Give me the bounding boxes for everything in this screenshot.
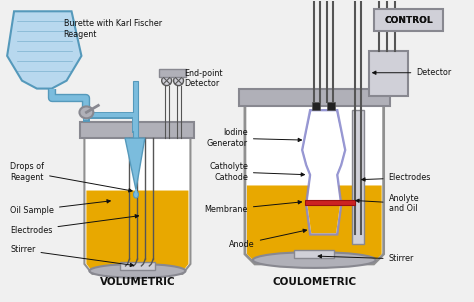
- Bar: [374, 9, 443, 31]
- Bar: [133, 81, 138, 138]
- Bar: [305, 200, 355, 204]
- Text: Detector: Detector: [373, 68, 452, 77]
- Bar: [312, 102, 320, 110]
- Text: CONTROL: CONTROL: [384, 16, 433, 25]
- Bar: [159, 69, 186, 77]
- Ellipse shape: [173, 76, 183, 85]
- Text: Electrodes: Electrodes: [362, 173, 431, 182]
- Polygon shape: [307, 204, 340, 233]
- Ellipse shape: [162, 76, 172, 85]
- Text: Iodine
Generator: Iodine Generator: [207, 128, 301, 148]
- Text: Oil Sample: Oil Sample: [10, 200, 110, 215]
- Text: COULOMETRIC: COULOMETRIC: [272, 277, 356, 287]
- Text: Drops of
Reagent: Drops of Reagent: [10, 162, 132, 192]
- Text: Stirrer: Stirrer: [10, 246, 134, 267]
- Polygon shape: [84, 130, 191, 274]
- Bar: [369, 51, 409, 95]
- Bar: [294, 250, 334, 258]
- Ellipse shape: [253, 252, 376, 268]
- Polygon shape: [303, 111, 344, 233]
- Text: Catholyte
Cathode: Catholyte Cathode: [209, 162, 304, 182]
- Polygon shape: [247, 185, 382, 263]
- Polygon shape: [245, 101, 383, 264]
- Text: Membrane: Membrane: [204, 201, 301, 214]
- Bar: [239, 88, 390, 106]
- Text: Anode: Anode: [229, 229, 307, 249]
- Ellipse shape: [80, 106, 93, 118]
- Ellipse shape: [134, 191, 138, 198]
- Polygon shape: [86, 191, 189, 273]
- Polygon shape: [7, 11, 82, 88]
- Polygon shape: [302, 110, 345, 234]
- Text: VOLUMETRIC: VOLUMETRIC: [100, 277, 175, 287]
- Text: Electrodes: Electrodes: [10, 215, 138, 235]
- Ellipse shape: [90, 264, 185, 278]
- Bar: [81, 122, 194, 138]
- Text: Burette with Karl Fischer
Reagent: Burette with Karl Fischer Reagent: [64, 19, 162, 39]
- Bar: [352, 110, 364, 244]
- Bar: [119, 262, 155, 270]
- Text: Anolyte
and Oil: Anolyte and Oil: [356, 194, 419, 213]
- Text: CONTROL: CONTROL: [384, 16, 433, 25]
- Text: Stirrer: Stirrer: [318, 255, 414, 264]
- Polygon shape: [125, 138, 145, 190]
- Bar: [327, 102, 335, 110]
- Text: End-point
Detector: End-point Detector: [184, 69, 223, 88]
